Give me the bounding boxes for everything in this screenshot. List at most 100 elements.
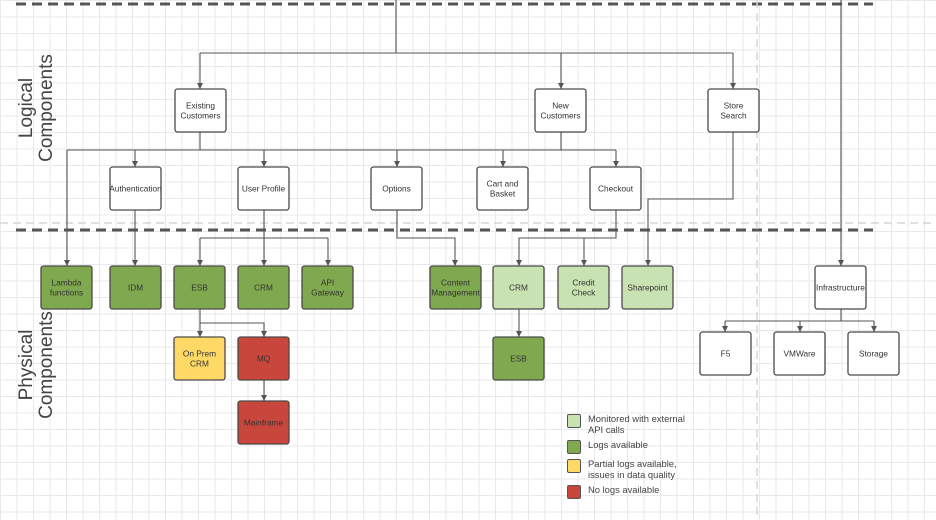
node-label: MQ	[257, 354, 271, 364]
node-idm[interactable]: IDM	[109, 265, 162, 310]
arrowhead-icon	[722, 326, 728, 332]
legend-swatch	[567, 485, 581, 499]
arrowhead-icon	[261, 395, 267, 401]
node-label: Customers	[180, 111, 220, 121]
node-box	[301, 265, 354, 310]
legend-item-red: No logs available	[567, 484, 688, 499]
legend-swatch	[567, 440, 581, 454]
node-infra[interactable]: Infrastructure	[814, 265, 867, 310]
node-label: Gateway	[311, 288, 345, 298]
legend-swatch	[567, 414, 581, 428]
node-box	[476, 166, 529, 211]
legend-item-yellow: Partial logs available, issues in data q…	[567, 458, 688, 480]
node-label: New	[552, 101, 570, 111]
arrowhead-icon	[871, 326, 877, 332]
node-box	[40, 265, 93, 310]
node-crm1[interactable]: CRM	[237, 265, 290, 310]
node-box	[534, 88, 587, 133]
node-box	[557, 265, 610, 310]
connector	[199, 209, 329, 266]
legend-text: Partial logs available, issues in data q…	[588, 458, 677, 480]
node-label: Mainframe	[244, 418, 284, 428]
node-label: Content	[441, 278, 471, 288]
node-auth[interactable]: Authentication	[109, 166, 162, 211]
arrowhead-icon	[558, 83, 564, 89]
legend-item-dark-green: Logs available	[567, 439, 688, 454]
arrowhead-icon	[613, 161, 619, 167]
node-label: F5	[721, 349, 731, 359]
arrowhead-icon	[197, 83, 203, 89]
arrowhead-icon	[730, 83, 736, 89]
connector	[647, 131, 734, 266]
node-vmware[interactable]: VMWare	[773, 331, 826, 376]
arrowhead-icon	[197, 331, 203, 337]
connector	[396, 209, 456, 266]
node-esb1[interactable]: ESB	[173, 265, 226, 310]
logical-components-label: Logical Components	[16, 54, 57, 162]
connector	[518, 209, 617, 266]
node-profile[interactable]: User Profile	[237, 166, 290, 211]
node-label: Cart and	[487, 179, 519, 189]
node-mq[interactable]: MQ	[237, 336, 290, 381]
arrowhead-icon	[838, 260, 844, 266]
legend-text: Logs available	[588, 439, 648, 450]
arrowhead-icon	[581, 260, 587, 266]
node-box	[237, 400, 290, 445]
node-label: ESB	[191, 283, 208, 293]
node-box	[621, 265, 674, 310]
connector	[199, 0, 734, 89]
node-label: ESB	[510, 354, 527, 364]
node-label: Storage	[859, 349, 888, 359]
node-label: Infrastructure	[816, 283, 865, 293]
arrowhead-icon	[516, 331, 522, 337]
arrowhead-icon	[452, 260, 458, 266]
node-label: Lambda	[52, 278, 82, 288]
node-label: Credit	[572, 278, 595, 288]
node-box	[173, 336, 226, 381]
node-box	[237, 336, 290, 381]
node-label: Customers	[540, 111, 580, 121]
node-crm2[interactable]: CRM	[492, 265, 545, 310]
node-box	[707, 88, 760, 133]
arrowhead-icon	[261, 331, 267, 337]
node-label: VMWare	[784, 349, 816, 359]
node-options[interactable]: Options	[370, 166, 423, 211]
node-box	[174, 88, 227, 133]
node-sharepoint[interactable]: Sharepoint	[621, 265, 674, 310]
node-box	[492, 265, 545, 310]
node-mainframe[interactable]: Mainframe	[237, 400, 290, 445]
node-checkout[interactable]: Checkout	[589, 166, 642, 211]
node-box	[492, 336, 545, 381]
node-label: API	[321, 278, 334, 288]
arrowhead-icon	[394, 161, 400, 167]
node-label: Authentication	[109, 184, 162, 194]
connector	[199, 309, 265, 337]
node-label: Store	[724, 101, 744, 111]
arrowhead-icon	[797, 326, 803, 332]
node-label: User Profile	[242, 184, 286, 194]
legend-swatch	[567, 459, 581, 473]
node-storage[interactable]: Storage	[847, 331, 900, 376]
node-label: CRM	[254, 283, 273, 293]
node-label: functions	[50, 288, 83, 298]
node-label: Existing	[186, 101, 215, 111]
node-esb2[interactable]: ESB	[492, 336, 545, 381]
arrowhead-icon	[516, 260, 522, 266]
node-label: Search	[720, 111, 747, 121]
connector	[66, 131, 617, 266]
node-f5[interactable]: F5	[699, 331, 752, 376]
legend-text: No logs available	[588, 484, 660, 495]
arrowhead-icon	[261, 161, 267, 167]
arrowhead-icon	[261, 260, 267, 266]
node-box	[814, 265, 867, 310]
